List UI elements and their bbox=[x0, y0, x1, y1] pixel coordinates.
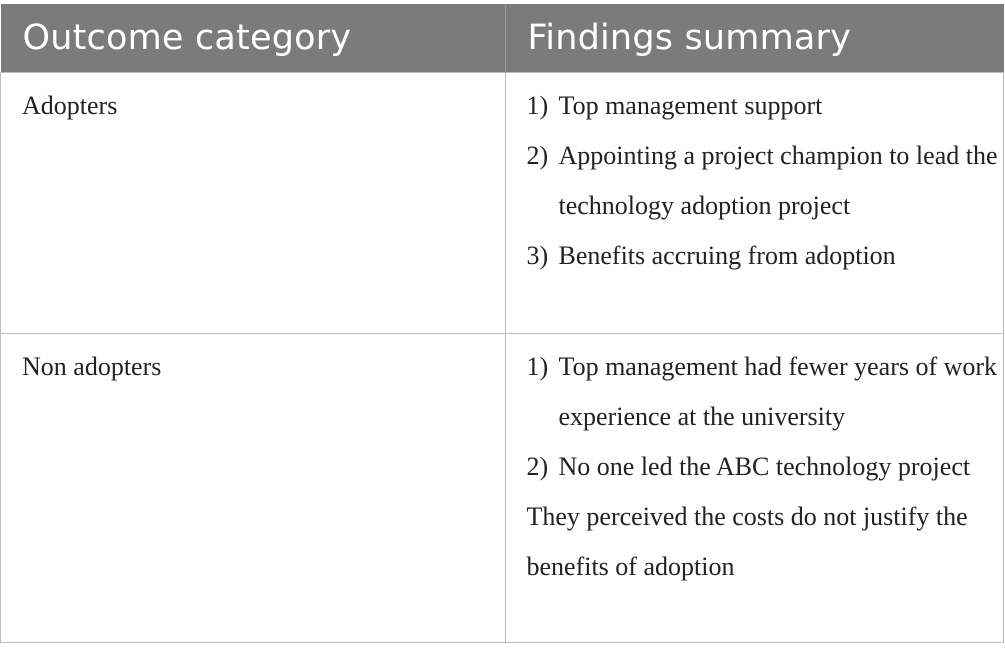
findings-cell: 1) Top management support 2) Appointing … bbox=[504, 71, 1004, 334]
list-item: 2) Appointing a project champion to lead… bbox=[527, 131, 1004, 231]
item-text: Top management had fewer years of work e… bbox=[558, 351, 998, 431]
list-item: 1) Top management had fewer years of wor… bbox=[527, 342, 1004, 442]
findings-cell: 1) Top management had fewer years of wor… bbox=[504, 332, 1004, 643]
list-item: 2) No one led the ABC technology project bbox=[527, 442, 1004, 492]
item-number: 1) bbox=[526, 351, 549, 381]
header-row: Outcome category Findings summary bbox=[0, 4, 1004, 72]
item-text: Top management support bbox=[558, 90, 823, 120]
findings-list: 1) Top management had fewer years of wor… bbox=[527, 342, 1004, 492]
list-item: 3) Benefits accruing from adoption bbox=[527, 231, 1004, 281]
table-row: Non adopters 1) Top management had fewer… bbox=[0, 332, 1004, 643]
item-number: 3) bbox=[526, 240, 549, 270]
item-text: Appointing a project champion to lead th… bbox=[558, 140, 998, 220]
list-item: 1) Top management support bbox=[527, 81, 1004, 131]
findings-list: 1) Top management support 2) Appointing … bbox=[527, 81, 1004, 281]
item-number: 2) bbox=[526, 451, 549, 481]
header-outcome-category: Outcome category bbox=[22, 17, 352, 58]
item-text: Benefits accruing from adoption bbox=[558, 240, 896, 270]
item-number: 1) bbox=[526, 90, 549, 120]
item-number: 2) bbox=[526, 140, 549, 170]
findings-table: Outcome category Findings summary Adopte… bbox=[0, 4, 1004, 643]
item-text: No one led the ABC technology project bbox=[558, 451, 971, 481]
category-cell: Adopters bbox=[0, 71, 505, 334]
table-row: Adopters 1) Top management support 2) Ap… bbox=[0, 71, 1004, 334]
header-findings-summary: Findings summary bbox=[504, 4, 1004, 72]
category-cell: Non adopters bbox=[0, 332, 505, 643]
findings-note: They perceived the costs do not justify … bbox=[526, 501, 968, 581]
